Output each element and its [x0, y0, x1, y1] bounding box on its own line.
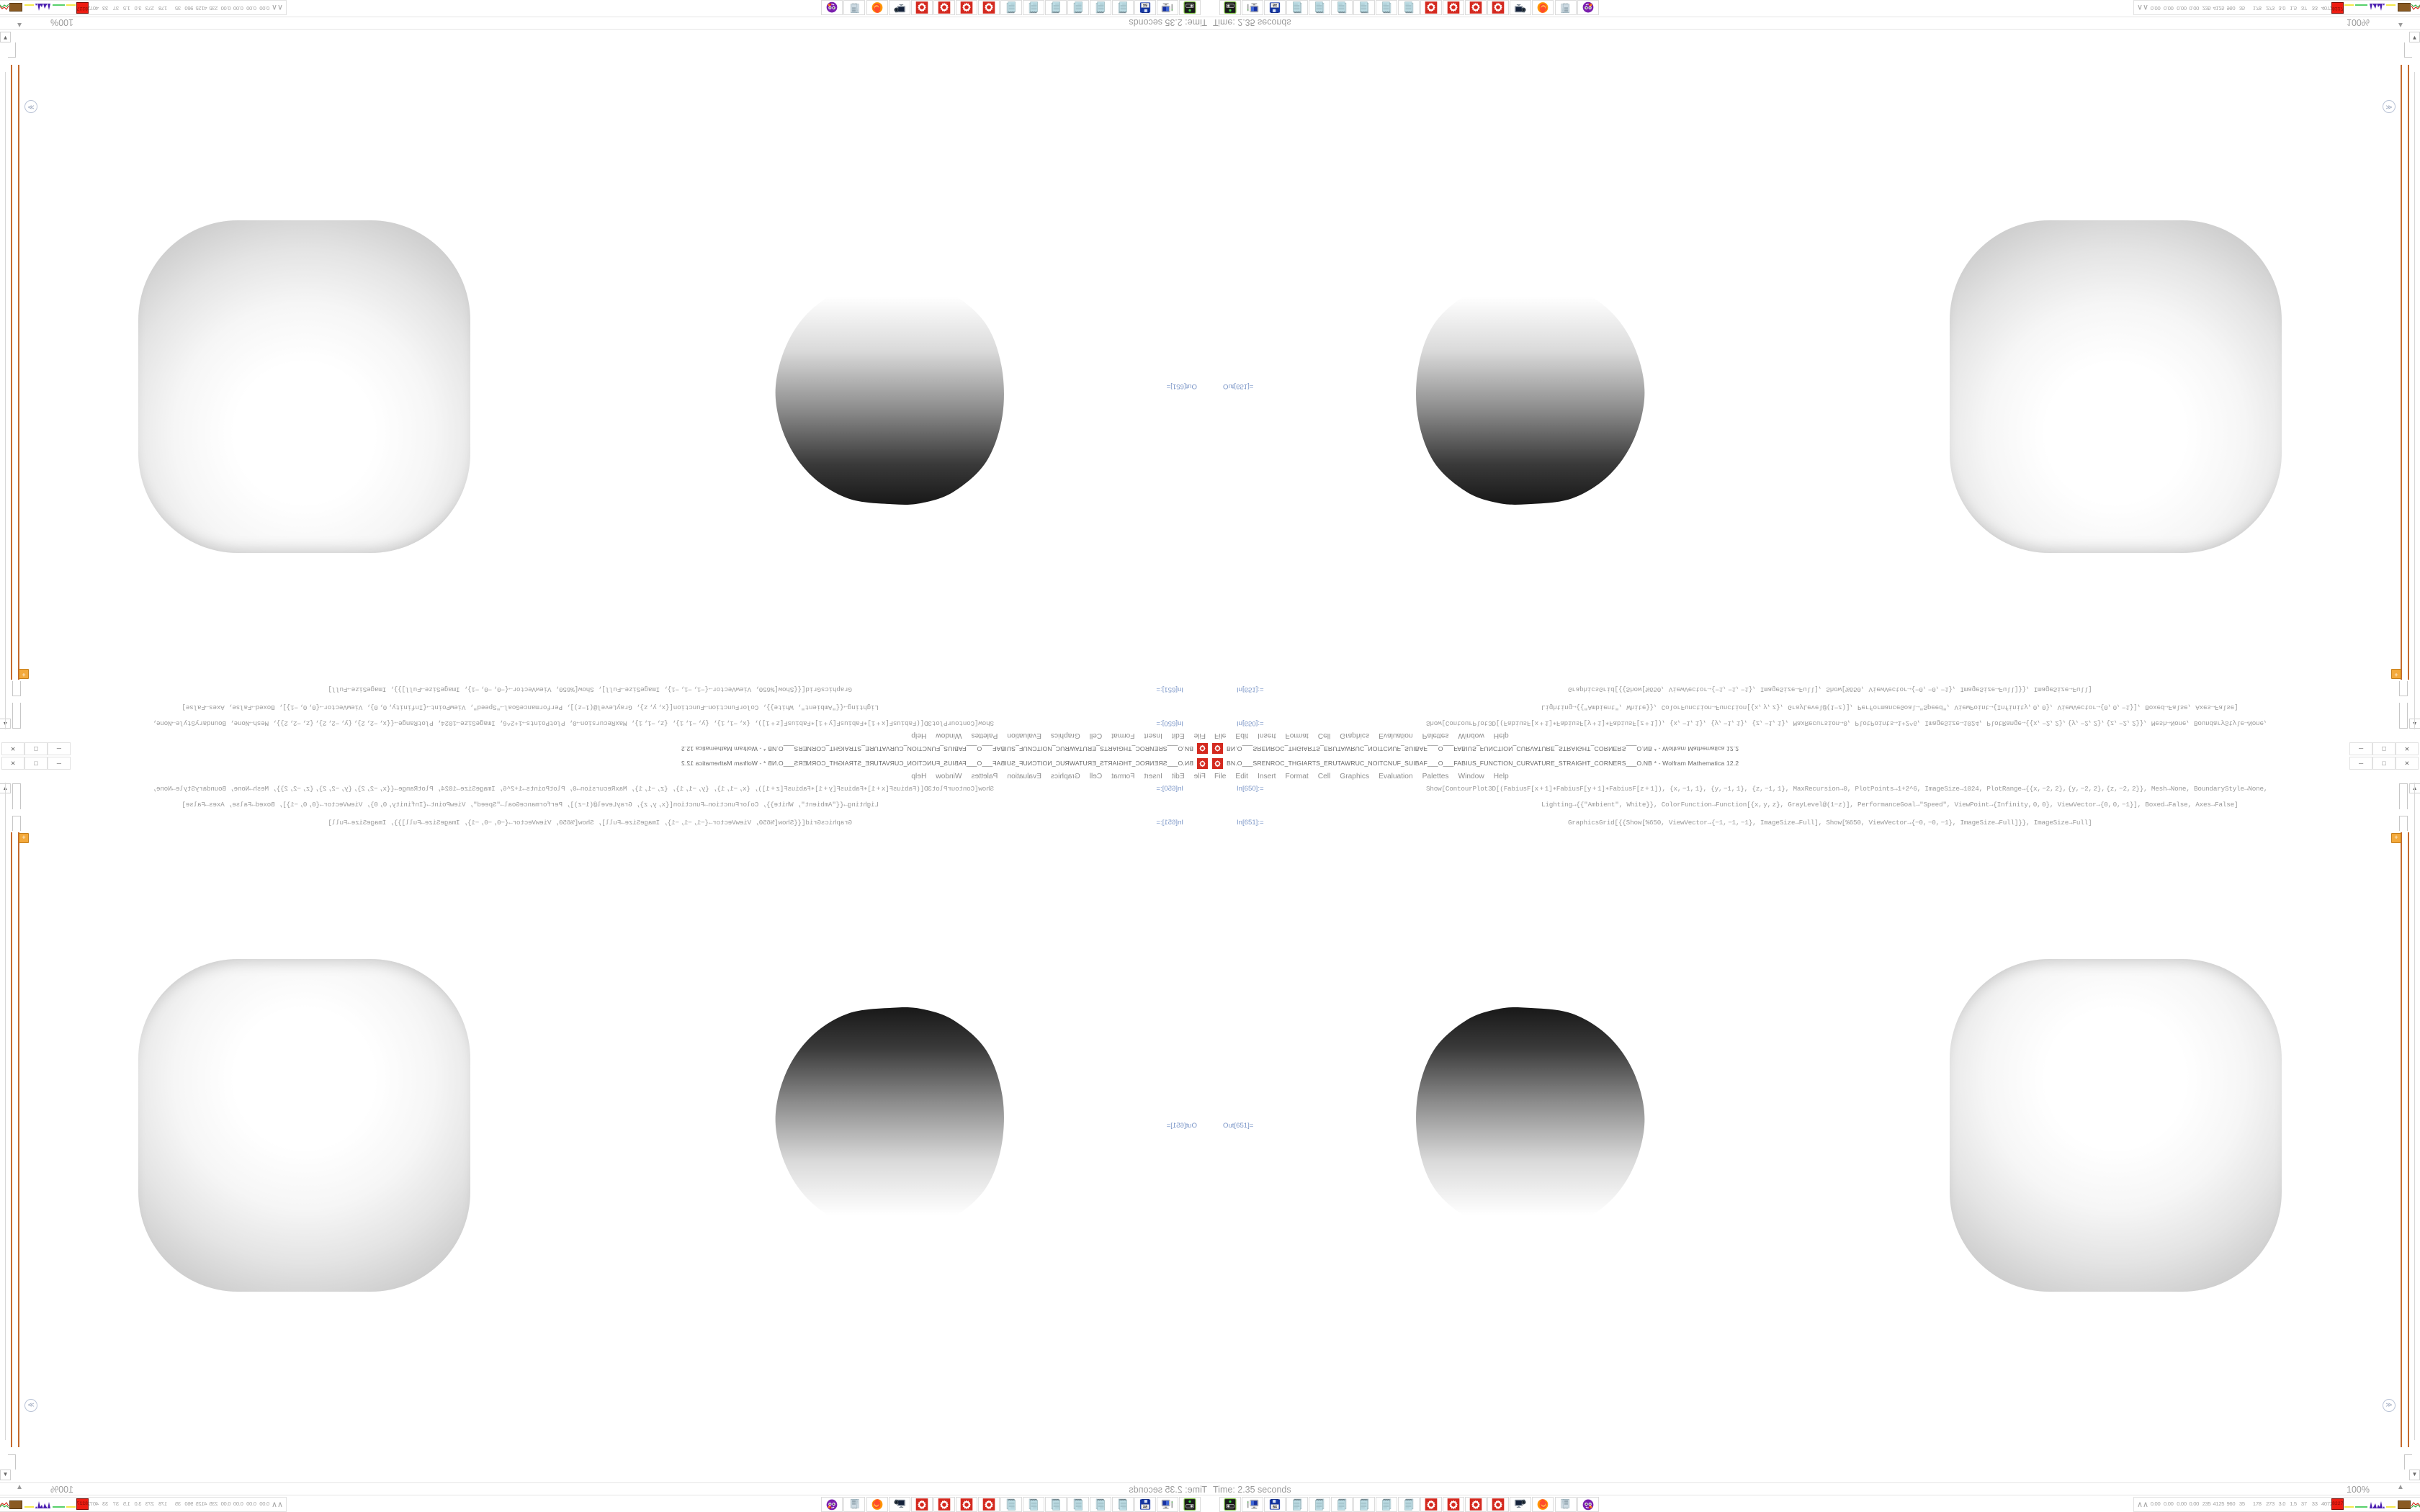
- svg-text:64: 64: [1273, 1505, 1277, 1509]
- svg-text:64: 64: [1143, 1505, 1147, 1509]
- svg-text:64: 64: [1273, 3, 1277, 7]
- svg-text:64: 64: [1143, 3, 1147, 7]
